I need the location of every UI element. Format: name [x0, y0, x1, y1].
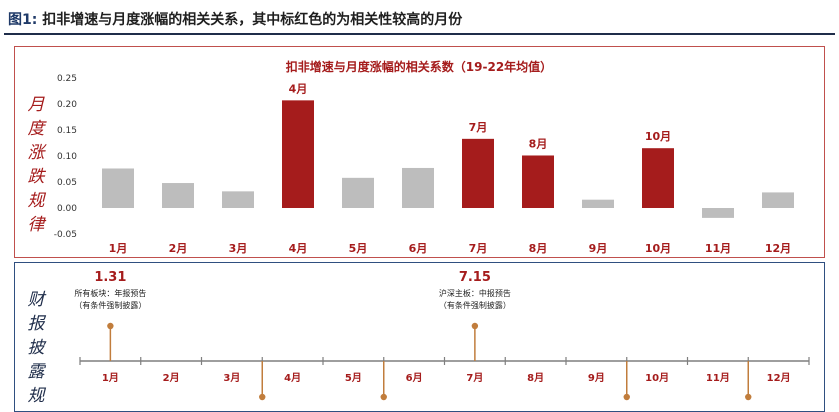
event-description: 所有板块：年报预告 — [74, 288, 146, 298]
lower-event-marker — [623, 393, 630, 401]
timeline-month-label: 10月 — [645, 372, 669, 384]
x-tick-label: 6月 — [409, 242, 428, 255]
correlation-bar-chart: 扣非增速与月度涨幅的相关系数（19-22年均值） 0.25 0.20 0.15 0.10… — [54, 59, 810, 401]
bar-1 — [102, 168, 134, 208]
monthly-pattern-side-label: 月度涨跌规律 — [25, 93, 47, 237]
x-tick-label: 2月 — [169, 242, 188, 255]
timeline-month-label: 1月 — [102, 372, 119, 384]
x-tick-label: 11月 — [705, 242, 731, 255]
x-tick-label: 4月 — [289, 242, 308, 255]
x-tick-label: 7月 — [469, 242, 488, 255]
chart-title: 扣非增速与月度涨幅的相关系数（19-22年均值） — [286, 59, 552, 74]
event-marker — [471, 322, 479, 330]
bar-data-label: 7月 — [469, 121, 488, 134]
y-tick-label: -0.05 — [54, 230, 77, 240]
side-label-char: 规 — [27, 191, 45, 211]
bar-2 — [162, 183, 194, 208]
side-label-char: 涨 — [27, 143, 45, 163]
bar-4 — [282, 100, 314, 208]
event-note: （有条件强制披露） — [74, 300, 146, 310]
header-divider — [4, 33, 835, 35]
bar-5 — [342, 177, 374, 208]
event-description: 沪深主板：中报预告 — [439, 288, 511, 298]
y-tick-label: 0.00 — [57, 204, 77, 214]
timeline-month-label: 2月 — [163, 372, 180, 384]
side-label-char: 月 — [27, 95, 45, 115]
lower-event-marker — [380, 393, 387, 401]
timeline-month-label: 8月 — [527, 372, 544, 384]
y-tick-label: 0.25 — [57, 74, 77, 84]
lower-event-marker — [259, 393, 266, 401]
figure-caption: 扣非增速与月度涨幅的相关关系，其中标红色的为相关性较高的月份 — [42, 12, 463, 28]
side-label-char: 披 — [27, 338, 45, 358]
side-label-char: 报 — [27, 314, 45, 334]
event-marker — [107, 322, 114, 330]
y-tick-label: 0.10 — [57, 152, 77, 162]
timeline-month-label: 4月 — [284, 372, 301, 384]
y-tick-label: 0.15 — [57, 126, 77, 136]
timeline-month-label: 12月 — [767, 372, 791, 384]
x-tick-label: 8月 — [529, 242, 548, 255]
bar-data-label: 8月 — [529, 137, 548, 150]
timeline-month-label: 3月 — [223, 372, 240, 384]
y-tick-label: 0.05 — [57, 178, 77, 188]
side-label-char: 律 — [27, 215, 45, 235]
x-tick-label: 3月 — [229, 242, 248, 255]
y-tick-label: 0.20 — [57, 100, 77, 110]
event-date: 7.15 — [459, 270, 491, 285]
x-tick-label: 10月 — [645, 242, 671, 255]
bar-11 — [702, 208, 734, 218]
bar-8 — [522, 155, 554, 208]
event-note: （有条件强制披露） — [439, 300, 511, 310]
x-tick-label: 12月 — [765, 242, 791, 255]
timeline-month-label: 7月 — [466, 372, 483, 384]
x-tick-label: 1月 — [109, 242, 128, 255]
side-label-char: 度 — [27, 119, 45, 139]
bar-12 — [762, 192, 794, 208]
timeline-month-label: 9月 — [588, 372, 605, 384]
bar-6 — [402, 167, 434, 208]
bar-3 — [222, 191, 254, 208]
bar-9 — [582, 199, 614, 208]
bar-7 — [462, 138, 494, 208]
event-date: 1.31 — [94, 270, 126, 285]
bar-10 — [642, 148, 674, 208]
bar-data-label: 10月 — [645, 130, 671, 143]
side-label-char: 财 — [27, 290, 45, 310]
figure-title: 图1: 扣非增速与月度涨幅的相关关系，其中标红色的为相关性较高的月份 — [8, 9, 462, 29]
figure-label: 图1: — [8, 12, 38, 28]
timeline-month-label: 11月 — [706, 372, 730, 384]
x-tick-label: 5月 — [349, 242, 368, 255]
bar-data-label: 4月 — [289, 82, 308, 95]
correlation-chart-panel: 月度涨跌规律 — [14, 46, 825, 258]
lower-event-marker — [745, 393, 752, 401]
timeline-month-label: 6月 — [406, 372, 423, 384]
figure-header: 图1: 扣非增速与月度涨幅的相关关系，其中标红色的为相关性较高的月份 — [0, 0, 839, 37]
timeline-month-label: 5月 — [345, 372, 362, 384]
x-tick-label: 9月 — [589, 242, 608, 255]
side-label-char: 跌 — [27, 167, 45, 187]
side-label-char: 露 — [27, 362, 45, 382]
